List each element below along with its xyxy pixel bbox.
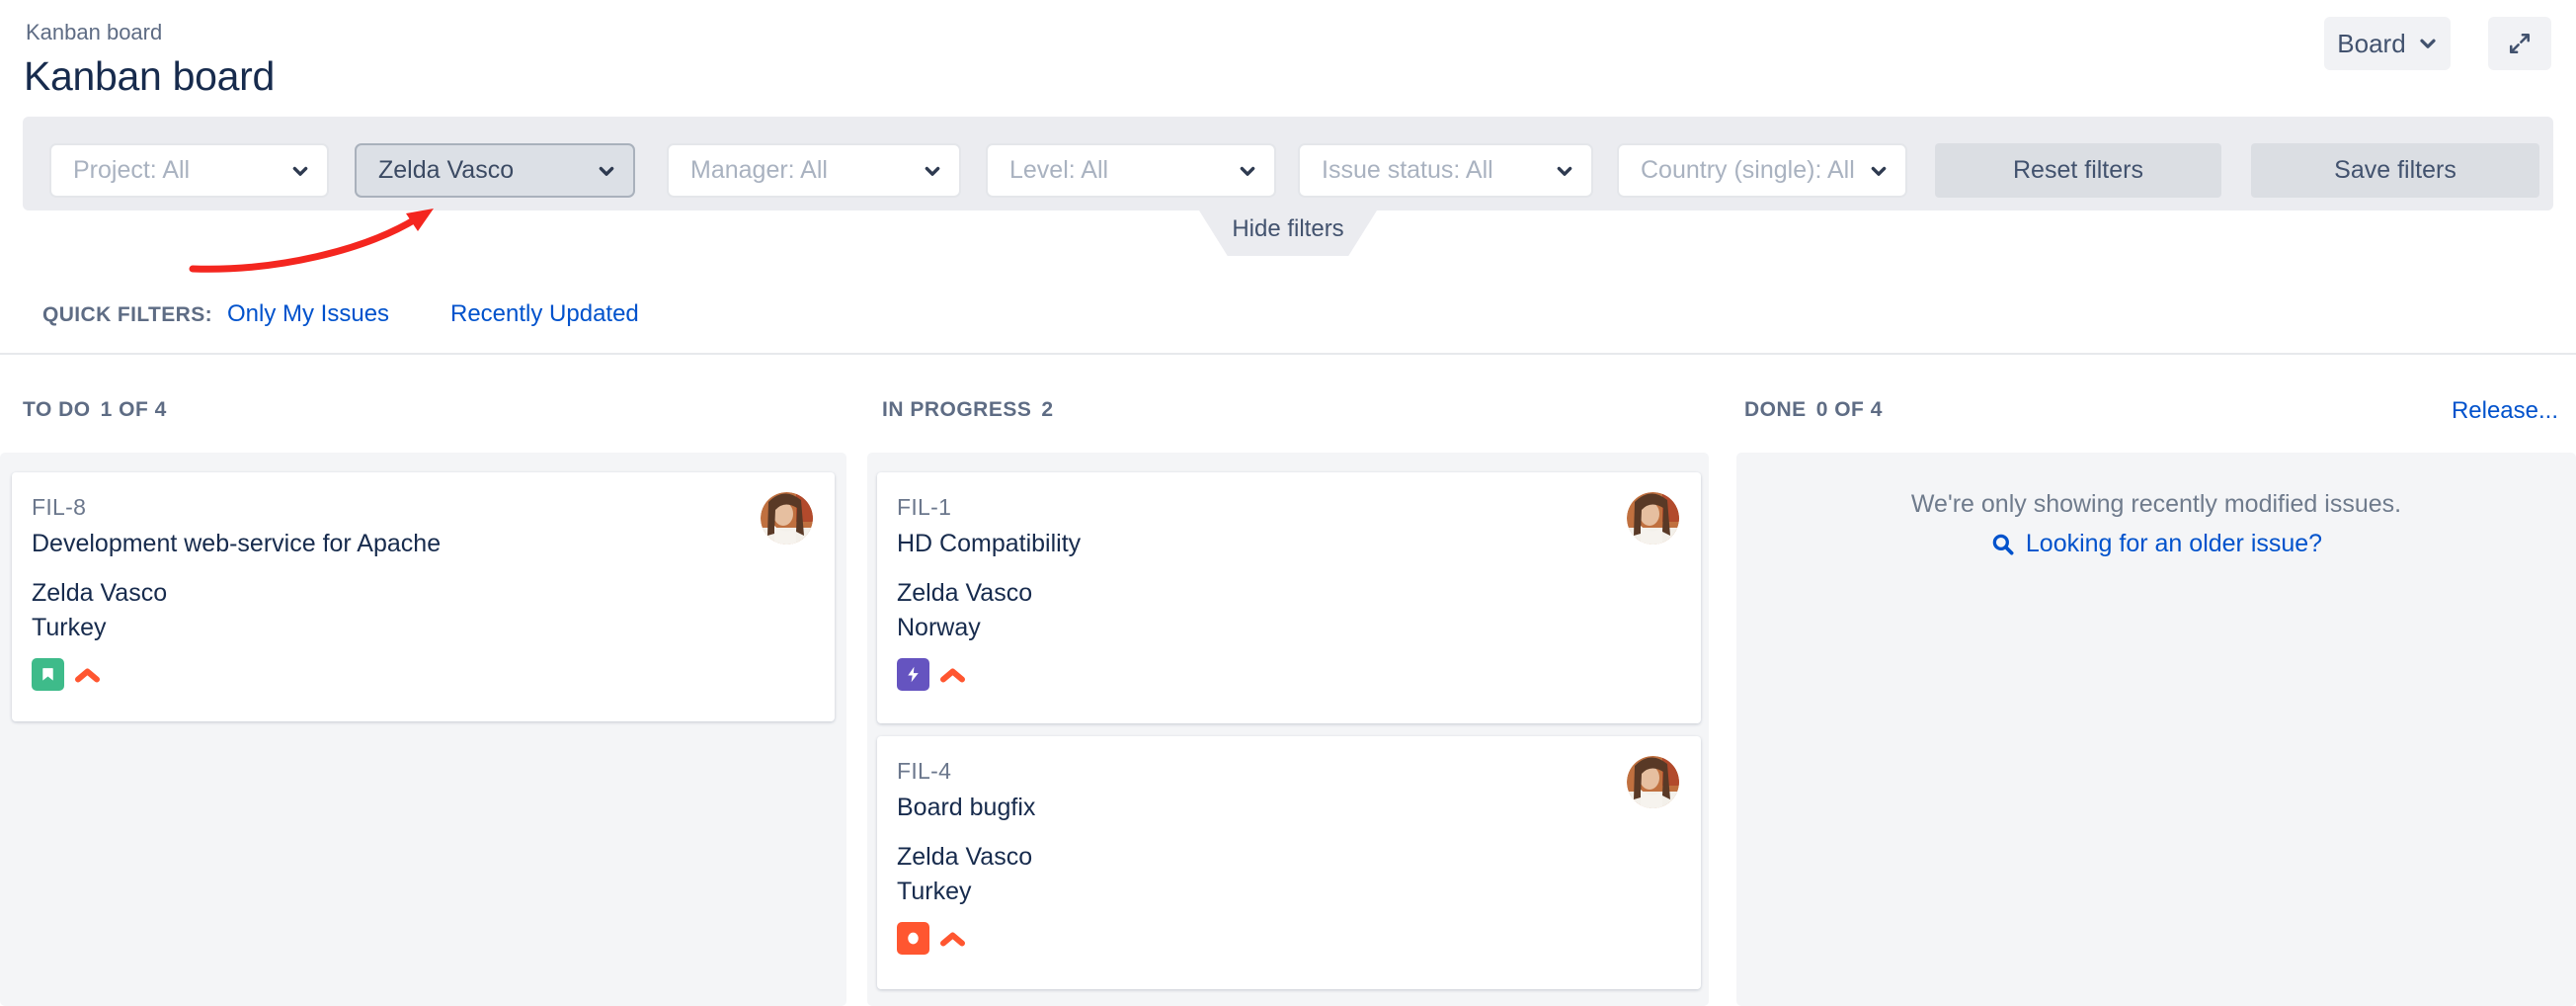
bug-type-icon bbox=[897, 922, 929, 955]
issue-card-fil-4[interactable]: FIL-4 Board bugfix Zelda Vasco Turkey bbox=[877, 736, 1701, 989]
column-count: 2 bbox=[1041, 398, 1054, 421]
column-header-todo: TO DO 1 OF 4 bbox=[23, 398, 167, 422]
filter-select-issue-status-value: Issue status: All bbox=[1322, 156, 1493, 184]
filter-select-issue-status[interactable]: Issue status: All bbox=[1298, 143, 1593, 198]
release-link[interactable]: Release... bbox=[2451, 397, 2558, 424]
issue-assignee: Zelda Vasco bbox=[897, 843, 1033, 871]
issue-card-fil-8[interactable]: FIL-8 Development web-service for Apache… bbox=[12, 472, 835, 721]
column-name: DONE bbox=[1744, 398, 1807, 421]
page-title: Kanban board bbox=[24, 53, 276, 99]
column-count: 0 OF 4 bbox=[1815, 398, 1883, 421]
save-filters-button[interactable]: Save filters bbox=[2251, 143, 2539, 198]
avatar bbox=[761, 492, 813, 545]
chevron-down-icon bbox=[598, 162, 615, 180]
chevron-down-icon bbox=[291, 162, 309, 180]
issue-country: Turkey bbox=[32, 614, 107, 641]
divider bbox=[0, 353, 2576, 355]
hide-filters-tab[interactable]: Hide filters bbox=[1199, 210, 1377, 256]
filter-select-country[interactable]: Country (single): All bbox=[1617, 143, 1907, 198]
story-type-icon bbox=[32, 658, 64, 691]
done-column-message: We're only showing recently modified iss… bbox=[1910, 490, 2402, 518]
filter-select-assignee[interactable]: Zelda Vasco bbox=[355, 143, 635, 198]
column-done: We're only showing recently modified iss… bbox=[1736, 453, 2576, 1006]
expand-board-button[interactable] bbox=[2488, 17, 2551, 70]
board-menu-button[interactable]: Board bbox=[2324, 17, 2451, 70]
filter-select-manager[interactable]: Manager: All bbox=[667, 143, 961, 198]
older-issue-link-label: Looking for an older issue? bbox=[2025, 530, 2323, 557]
filter-select-project[interactable]: Project: All bbox=[49, 143, 329, 198]
issue-badges bbox=[897, 658, 966, 691]
expand-diagonal-icon bbox=[2506, 30, 2534, 57]
chevron-down-icon bbox=[1239, 162, 1256, 180]
quick-filter-recently-updated[interactable]: Recently Updated bbox=[450, 300, 639, 327]
annotation-arrow-icon bbox=[189, 209, 434, 273]
filter-bar: Project: All Zelda Vasco Manager: All Le… bbox=[23, 117, 2553, 210]
filter-select-level-value: Level: All bbox=[1009, 156, 1109, 184]
column-name: TO DO bbox=[23, 398, 91, 421]
issue-card-fil-1[interactable]: FIL-1 HD Compatibility Zelda Vasco Norwa… bbox=[877, 472, 1701, 723]
filter-select-country-value: Country (single): All bbox=[1641, 156, 1855, 184]
issue-title: HD Compatibility bbox=[897, 530, 1082, 557]
column-name: IN PROGRESS bbox=[882, 398, 1032, 421]
chevron-down-icon bbox=[924, 162, 941, 180]
priority-high-icon bbox=[939, 930, 966, 948]
chevron-down-icon bbox=[1556, 162, 1573, 180]
chevron-down-icon bbox=[2418, 34, 2438, 53]
priority-high-icon bbox=[74, 666, 101, 684]
board-menu-label: Board bbox=[2337, 28, 2406, 58]
issue-key: FIL-8 bbox=[32, 494, 87, 520]
search-icon bbox=[1990, 532, 2016, 557]
filter-select-level[interactable]: Level: All bbox=[986, 143, 1276, 198]
quick-filters-label: QUICK FILTERS: bbox=[42, 303, 213, 326]
epic-type-icon bbox=[897, 658, 929, 691]
issue-country: Norway bbox=[897, 614, 981, 641]
priority-high-icon bbox=[939, 666, 966, 684]
column-header-in-progress: IN PROGRESS 2 bbox=[882, 398, 1054, 422]
chevron-down-icon bbox=[1870, 162, 1888, 180]
issue-title: Development web-service for Apache bbox=[32, 530, 442, 557]
avatar bbox=[1627, 492, 1679, 545]
breadcrumb[interactable]: Kanban board bbox=[26, 20, 163, 44]
column-count: 1 OF 4 bbox=[100, 398, 167, 421]
issue-country: Turkey bbox=[897, 878, 972, 905]
older-issue-link[interactable]: Looking for an older issue? bbox=[1736, 530, 2576, 558]
issue-title: Board bugfix bbox=[897, 794, 1036, 821]
filter-select-assignee-value: Zelda Vasco bbox=[378, 156, 515, 184]
issue-badges bbox=[897, 922, 966, 955]
filter-select-project-value: Project: All bbox=[73, 156, 191, 184]
issue-key: FIL-1 bbox=[897, 494, 952, 520]
avatar bbox=[1627, 756, 1679, 808]
quick-filter-only-my-issues[interactable]: Only My Issues bbox=[227, 300, 390, 327]
filter-select-manager-value: Manager: All bbox=[690, 156, 828, 184]
reset-filters-button[interactable]: Reset filters bbox=[1935, 143, 2221, 198]
issue-badges bbox=[32, 658, 101, 691]
issue-assignee: Zelda Vasco bbox=[32, 579, 168, 607]
issue-key: FIL-4 bbox=[897, 758, 952, 784]
issue-assignee: Zelda Vasco bbox=[897, 579, 1033, 607]
column-header-done: DONE 0 OF 4 bbox=[1744, 398, 1883, 422]
